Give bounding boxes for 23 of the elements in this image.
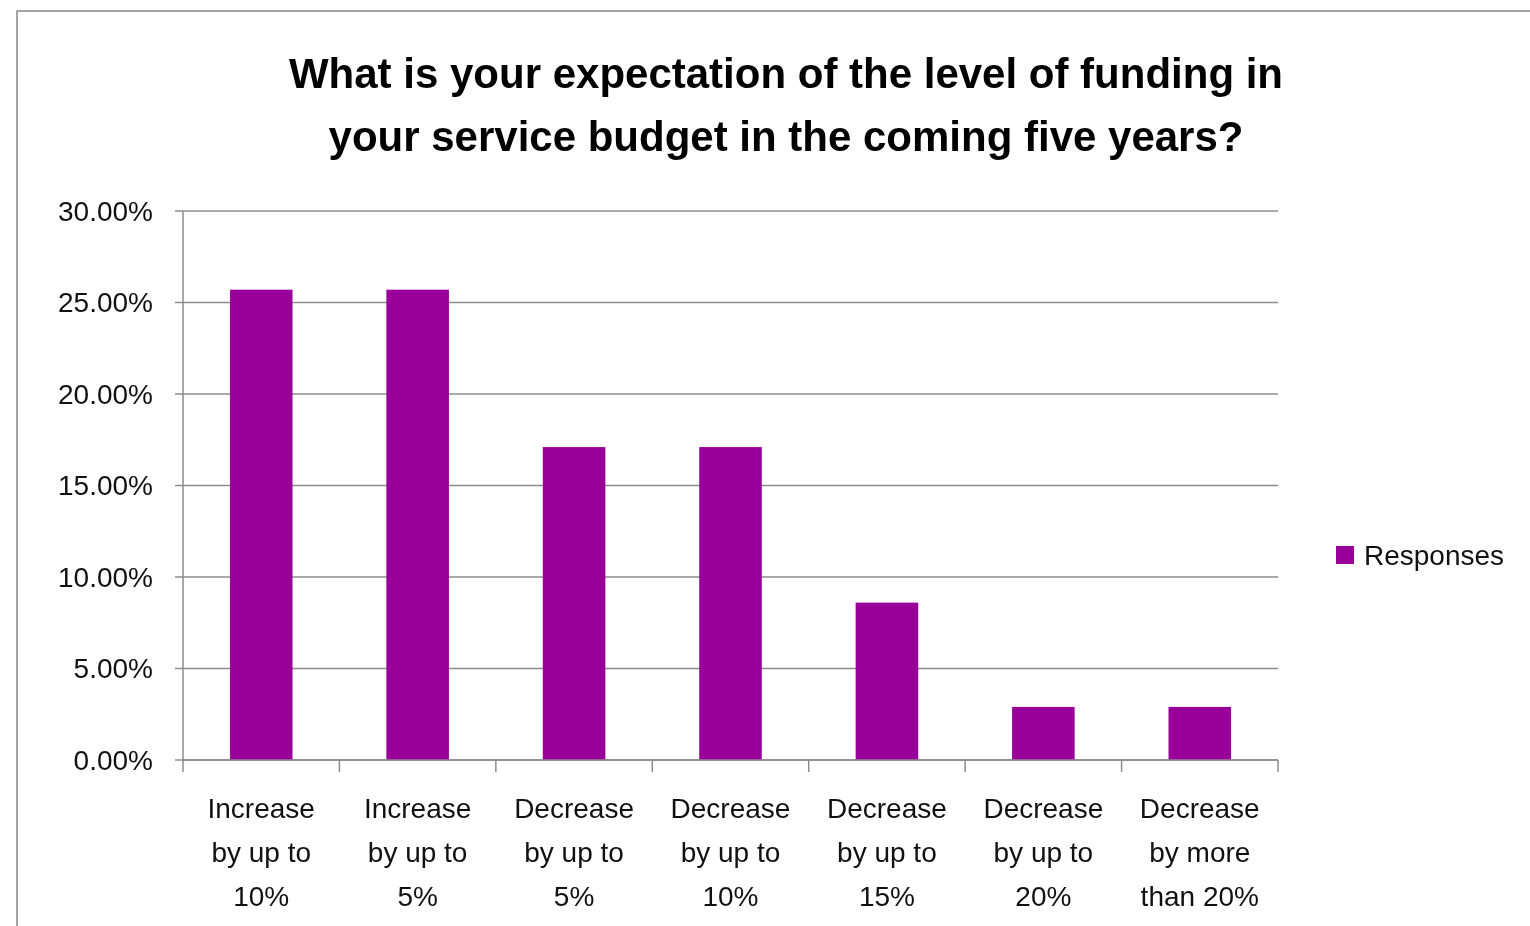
bar: [1168, 706, 1232, 760]
bar: [229, 289, 293, 760]
x-tick-label: Increase by up to 5%: [363, 793, 472, 912]
y-tick-label: 30.00%: [58, 195, 153, 227]
y-tick-label: 25.00%: [58, 287, 153, 319]
y-tick-label: 15.00%: [58, 470, 153, 502]
x-tick-label: Decrease by up to 20%: [983, 793, 1104, 912]
x-tick-label: Decrease by more than 20%: [1139, 793, 1260, 912]
x-tick-label: Decrease by up to 10%: [670, 793, 791, 912]
bar: [542, 447, 606, 760]
bar: [1012, 706, 1075, 760]
x-tick-label: Increase by up to 10%: [207, 793, 315, 912]
x-tick-label: Decrease by up to 15%: [827, 793, 947, 912]
legend-label: Responses: [1364, 539, 1505, 571]
y-tick-label: 5.00%: [73, 653, 153, 685]
chart-title: What is your expectation of the level of funding in your service budget in the coming five years?: [288, 50, 1284, 160]
x-tick-label: Decrease by up to 5%: [514, 793, 634, 912]
bar: [386, 289, 449, 760]
y-tick-label: 10.00%: [58, 561, 153, 593]
bar: [699, 447, 762, 760]
y-tick-label: 0.00%: [73, 744, 153, 776]
y-tick-label: 20.00%: [58, 378, 153, 410]
bar: [855, 602, 919, 760]
